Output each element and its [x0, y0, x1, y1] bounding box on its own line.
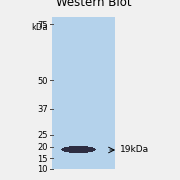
- Text: 20: 20: [37, 143, 48, 152]
- Text: 19kDa: 19kDa: [120, 145, 149, 154]
- Text: Western Blot: Western Blot: [56, 0, 131, 9]
- Text: 15: 15: [37, 154, 48, 163]
- Text: 25: 25: [37, 132, 48, 141]
- Text: 10: 10: [37, 165, 48, 174]
- Text: 37: 37: [37, 105, 48, 114]
- Text: 75: 75: [37, 21, 48, 30]
- Text: 50: 50: [37, 76, 48, 86]
- Text: kDa: kDa: [31, 23, 48, 32]
